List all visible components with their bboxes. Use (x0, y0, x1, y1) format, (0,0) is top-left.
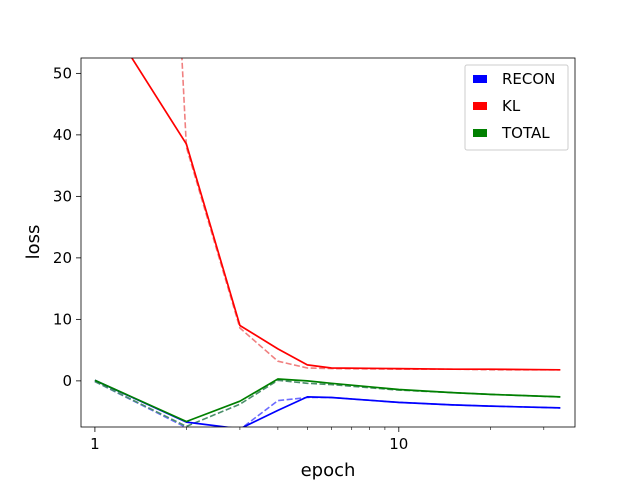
y-tick-label: 20 (53, 249, 72, 267)
y-tick-label: 40 (53, 126, 72, 144)
legend-box (464, 64, 569, 151)
legend-label-recon: RECON (502, 70, 555, 88)
series-line-total (94, 378, 561, 423)
y-tick-label: 30 (53, 187, 72, 205)
legend: RECON KL TOTAL (464, 64, 569, 151)
series-line-kl (130, 58, 561, 371)
y-tick-label: 50 (53, 64, 72, 82)
legend-label-total: TOTAL (501, 124, 550, 142)
y-tick-label: 0 (62, 372, 72, 390)
y-axis-label: loss (23, 225, 44, 260)
x-tick-label: 1 (90, 435, 100, 453)
legend-swatch-total (473, 129, 487, 137)
series-line-dashed-5 (94, 379, 561, 427)
x-axis-label: epoch (301, 460, 356, 480)
x-tick-label: 10 (389, 435, 408, 453)
legend-swatch-kl (473, 102, 487, 110)
plot-frame (80, 57, 576, 428)
y-tick-label: 10 (53, 310, 72, 328)
legend-swatch-recon (473, 75, 487, 83)
series-line-recon (94, 379, 561, 427)
legend-label-kl: KL (502, 97, 521, 115)
